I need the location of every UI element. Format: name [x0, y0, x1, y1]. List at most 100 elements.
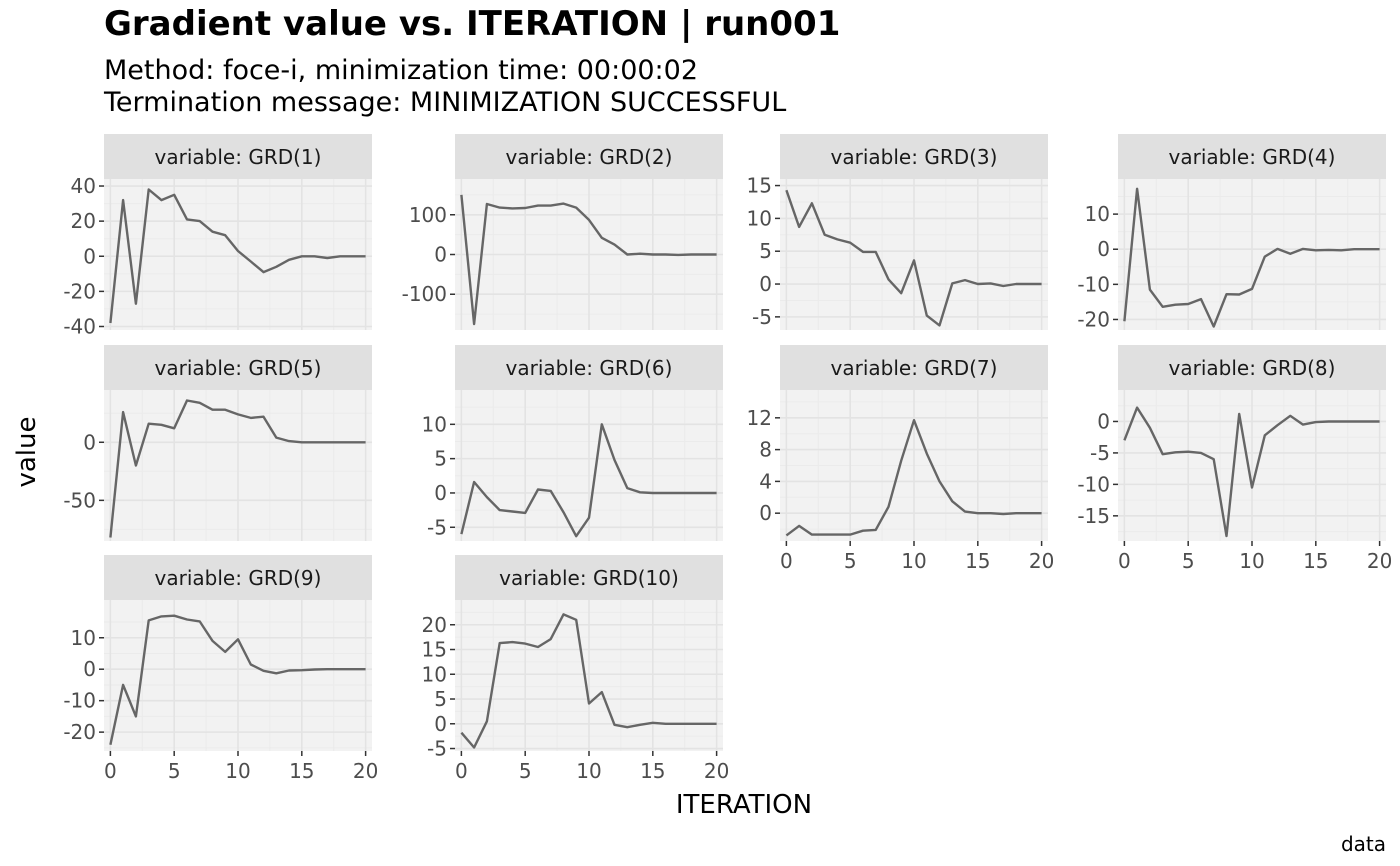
facet-strip	[1118, 345, 1386, 390]
x-tick-label: 5	[1182, 549, 1195, 573]
x-tick-label: 5	[844, 549, 857, 573]
y-tick-label: 8	[759, 438, 772, 462]
series-line-grd10	[460, 613, 717, 749]
y-tick-label: 0	[83, 244, 96, 268]
facet-strip	[104, 345, 372, 390]
x-tick-label: 20	[704, 759, 729, 783]
y-tick-label: 0	[434, 243, 447, 267]
panel-grd6: variable: GRD(6) -5 0 5 10	[422, 345, 723, 541]
facet-strip-label: variable: GRD(5)	[155, 356, 322, 380]
y-tick-label: 20	[422, 613, 447, 637]
y-tick-label: -5	[427, 515, 447, 539]
y-tick-label: -10	[1077, 472, 1110, 496]
y-tick-label: 0	[1097, 409, 1110, 433]
chart-subtitle-termination: Termination message: MINIMIZATION SUCCES…	[104, 87, 787, 118]
y-tick-label: -20	[63, 720, 96, 744]
panel-grd7: variable: GRD(7) 0 4 8 12 0 5 10 15 20	[747, 345, 1054, 573]
y-tick-label: 10	[422, 412, 447, 436]
facet-strip	[780, 134, 1048, 179]
y-tick-label: 10	[422, 662, 447, 686]
facet-strip	[455, 345, 723, 390]
y-tick-label: -5	[752, 305, 772, 329]
y-tick-label: 12	[747, 406, 772, 430]
facet-strip-label: variable: GRD(9)	[155, 566, 322, 590]
y-tick-label: 10	[747, 206, 772, 230]
y-tick-label: 0	[434, 712, 447, 736]
x-tick-label: 0	[455, 759, 468, 783]
x-tick-label: 10	[225, 759, 250, 783]
panel-grd2: variable: GRD(2) -100 0 100	[402, 134, 723, 330]
series-line-grd8	[1123, 406, 1380, 538]
x-tick-label: 0	[1118, 549, 1131, 573]
y-tick-label: 20	[71, 209, 96, 233]
series-line-grd9	[109, 614, 366, 745]
y-tick-label: 15	[747, 174, 772, 198]
x-tick-label: 5	[168, 759, 181, 783]
y-tick-label: -15	[1077, 504, 1110, 528]
chart-subtitle-method: Method: foce-i, minimization time: 00:00…	[104, 55, 699, 86]
y-tick-label: 15	[422, 638, 447, 662]
series-line-grd3	[785, 189, 1042, 327]
y-tick-label: 100	[409, 203, 447, 227]
y-tick-label: 10	[1085, 202, 1110, 226]
x-tick-label: 15	[1303, 549, 1328, 573]
x-tick-label: 15	[965, 549, 990, 573]
panel-grd9: variable: GRD(9) -20 -10 0 10 0 5 10 15 20	[63, 555, 378, 783]
y-tick-label: 4	[759, 469, 772, 493]
y-tick-label: -20	[1077, 307, 1110, 331]
y-tick-label: 0	[434, 481, 447, 505]
facet-strip-label: variable: GRD(2)	[506, 145, 673, 169]
x-tick-label: 10	[1239, 549, 1264, 573]
series-line-grd1	[109, 188, 366, 324]
facet-strip	[104, 134, 372, 179]
panel-grd5: variable: GRD(5) -50 0	[63, 345, 372, 541]
y-tick-label: 0	[759, 272, 772, 296]
y-tick-label: 0	[1097, 237, 1110, 261]
panel-grd8: variable: GRD(8) -15 -10 -5 0 0 5 10 15 20	[1077, 345, 1392, 573]
x-tick-label: 20	[1029, 549, 1054, 573]
facet-strip-label: variable: GRD(3)	[831, 145, 998, 169]
y-axis-title: value	[12, 416, 42, 487]
y-tick-label: -10	[1077, 272, 1110, 296]
y-tick-label: 5	[434, 687, 447, 711]
x-tick-label: 20	[1367, 549, 1392, 573]
x-axis-title: ITERATION	[676, 790, 812, 820]
x-tick-label: 5	[519, 759, 532, 783]
y-tick-label: -5	[1090, 441, 1110, 465]
y-tick-label: -10	[63, 689, 96, 713]
facet-strip-label: variable: GRD(6)	[506, 356, 673, 380]
facet-strip	[455, 555, 723, 600]
panel-grd4: variable: GRD(4) -20 -10 0 10	[1077, 134, 1386, 331]
facet-strip	[104, 555, 372, 600]
y-tick-label: 0	[83, 430, 96, 454]
y-tick-label: 5	[759, 239, 772, 263]
x-tick-label: 20	[353, 759, 378, 783]
series-line-grd7	[785, 419, 1042, 537]
x-tick-label: 0	[780, 549, 793, 573]
facet-strip	[780, 345, 1048, 390]
series-line-grd2	[460, 194, 717, 326]
y-tick-label: 0	[759, 501, 772, 525]
y-tick-label: -20	[63, 279, 96, 303]
y-tick-label: 10	[71, 626, 96, 650]
chart-title: Gradient value vs. ITERATION | run001	[104, 4, 841, 44]
facet-strip-label: variable: GRD(7)	[831, 356, 998, 380]
series-line-grd4	[1123, 187, 1380, 328]
y-tick-label: -5	[427, 737, 447, 761]
caption: data	[1341, 832, 1386, 856]
x-tick-label: 15	[640, 759, 665, 783]
y-tick-label: 5	[434, 447, 447, 471]
y-tick-label: 0	[83, 657, 96, 681]
y-tick-label: -40	[63, 314, 96, 338]
y-tick-label: -50	[63, 488, 96, 512]
series-line-grd6	[460, 423, 717, 538]
facet-strip-label: variable: GRD(1)	[155, 145, 322, 169]
y-tick-label: -100	[402, 282, 447, 306]
series-line-grd5	[109, 399, 366, 538]
panel-grd1: variable: GRD(1) -40 -20 0 20 40	[63, 134, 372, 338]
facet-strip	[455, 134, 723, 179]
facet-strip-label: variable: GRD(4)	[1169, 145, 1336, 169]
y-tick-label: 40	[71, 174, 96, 198]
